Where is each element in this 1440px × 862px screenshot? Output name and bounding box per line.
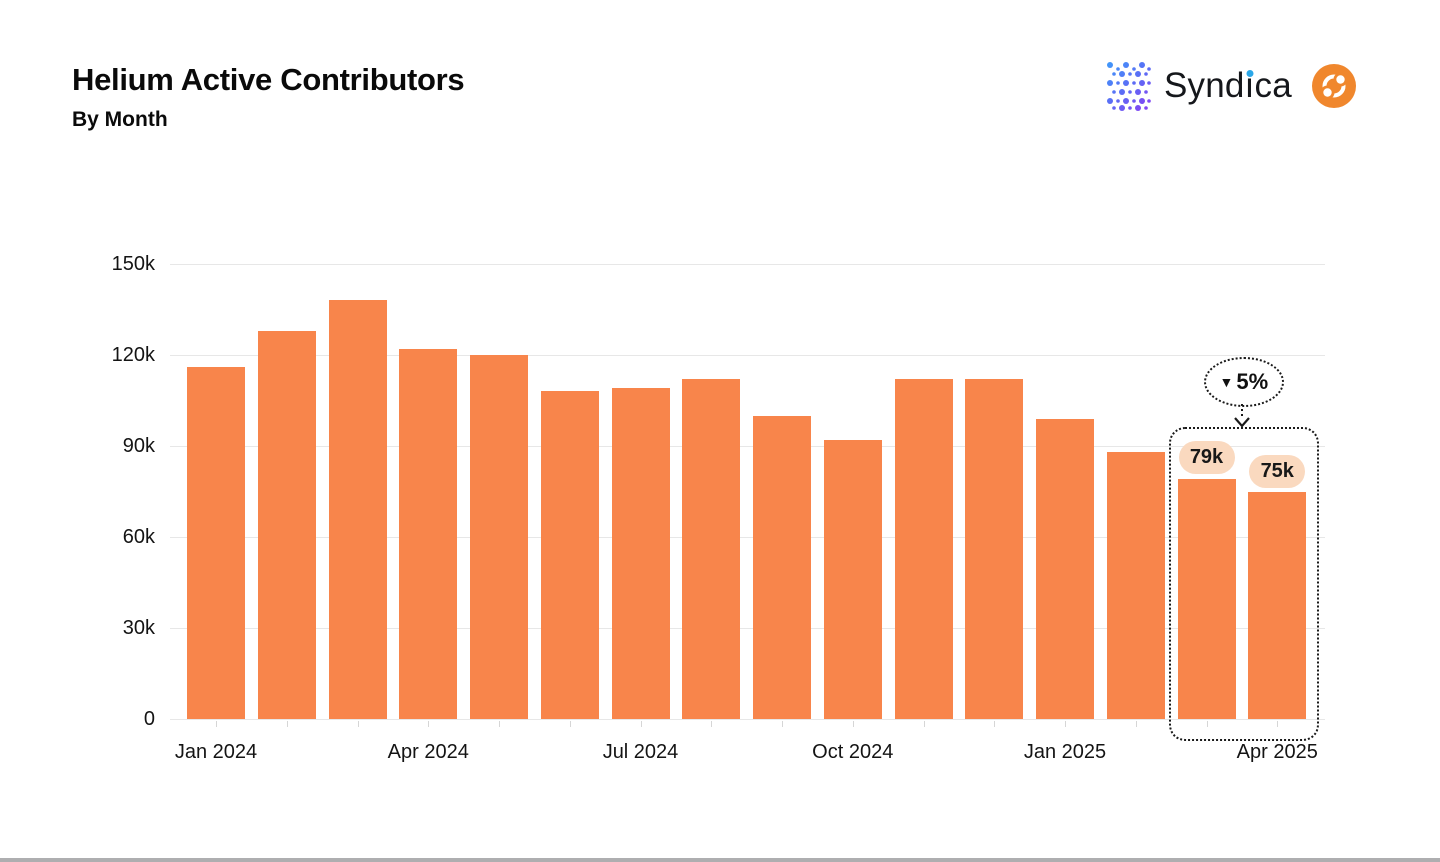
bar-oct-2024 <box>823 439 882 719</box>
bar-feb-2024 <box>257 330 316 719</box>
highlight-box <box>1168 427 1319 741</box>
bottom-edge-strip <box>0 858 1440 862</box>
bar-chart: 150k 120k 90k 60k 30k 0 Jan 2024 Apr 2024 Jul 20… <box>112 253 1325 763</box>
bar-dec-2024 <box>965 379 1024 719</box>
y-axis-label: 120k <box>111 344 155 366</box>
page-title: Helium Active Contributors <box>72 62 465 97</box>
down-triangle-icon: ▼ <box>1219 374 1234 390</box>
helium-logo-icon <box>1311 64 1356 108</box>
x-axis-tick <box>499 721 500 727</box>
bar-mar-2025 <box>1177 479 1236 719</box>
x-axis-tick <box>994 721 996 727</box>
syndica-dot-matrix-icon <box>1106 61 1152 111</box>
y-axis-label: 150k <box>111 253 155 275</box>
x-axis-tick <box>286 721 288 727</box>
gridline <box>170 537 1325 538</box>
pct-change-bubble: ▼ 5% <box>1203 357 1284 407</box>
x-axis-tick <box>357 721 359 727</box>
bar-sep-2024 <box>753 415 811 719</box>
x-axis-label: Oct 2024 <box>812 741 894 763</box>
bar-may-2024 <box>470 355 528 719</box>
x-axis-label: Jan 2024 <box>174 741 258 763</box>
branding: Syndı ca <box>1106 58 1356 114</box>
x-axis-tick <box>1277 721 1279 727</box>
bar-aug-2024 <box>682 379 741 719</box>
pct-change-value: 5% <box>1236 369 1269 394</box>
bar-nov-2024 <box>894 379 953 719</box>
x-axis-tick <box>852 721 854 727</box>
x-axis-tick <box>640 721 642 727</box>
gridline <box>170 446 1325 447</box>
bar-mar-2024 <box>328 300 387 719</box>
bar-jul-2024 <box>611 388 670 719</box>
bar-jan-2025 <box>1036 418 1094 719</box>
value-badge: 79k <box>1178 441 1235 474</box>
x-axis-tick <box>428 721 430 727</box>
gridline <box>170 355 1325 356</box>
y-axis-label: 60k <box>122 526 155 548</box>
chart-header: Helium Active Contributors By Month <box>72 62 465 132</box>
x-axis-tick <box>923 721 925 727</box>
gridline <box>170 719 1325 720</box>
x-axis-label: Apr 2024 <box>387 741 469 763</box>
i-dot <box>1246 70 1254 77</box>
bar-jan-2024 <box>187 367 245 719</box>
y-axis-label: 30k <box>122 617 155 639</box>
syndica-wordmark: Syndı ca <box>1164 66 1292 105</box>
bar-apr-2025 <box>1248 491 1307 719</box>
x-axis-tick <box>782 721 783 727</box>
y-axis-label: 0 <box>143 708 155 730</box>
x-axis-tick <box>216 721 217 727</box>
y-axis-label: 90k <box>122 435 155 457</box>
x-axis-tick <box>1206 721 1208 727</box>
x-axis-tick <box>1065 721 1066 727</box>
down-arrow-icon <box>1232 403 1252 434</box>
bar-apr-2024 <box>399 348 458 719</box>
x-axis-tick <box>711 721 713 727</box>
x-axis-tick <box>1135 721 1137 727</box>
x-axis-label: Apr 2025 <box>1236 741 1318 763</box>
bar-jun-2024 <box>540 391 599 719</box>
page-subtitle: By Month <box>72 108 168 131</box>
gridline <box>170 628 1325 629</box>
value-badge: 75k <box>1249 455 1306 488</box>
x-axis-label: Jul 2024 <box>602 741 679 763</box>
gridline <box>170 264 1325 265</box>
bar-feb-2025 <box>1106 452 1165 719</box>
x-axis-label: Jan 2025 <box>1023 741 1107 763</box>
x-axis-tick <box>569 721 571 727</box>
